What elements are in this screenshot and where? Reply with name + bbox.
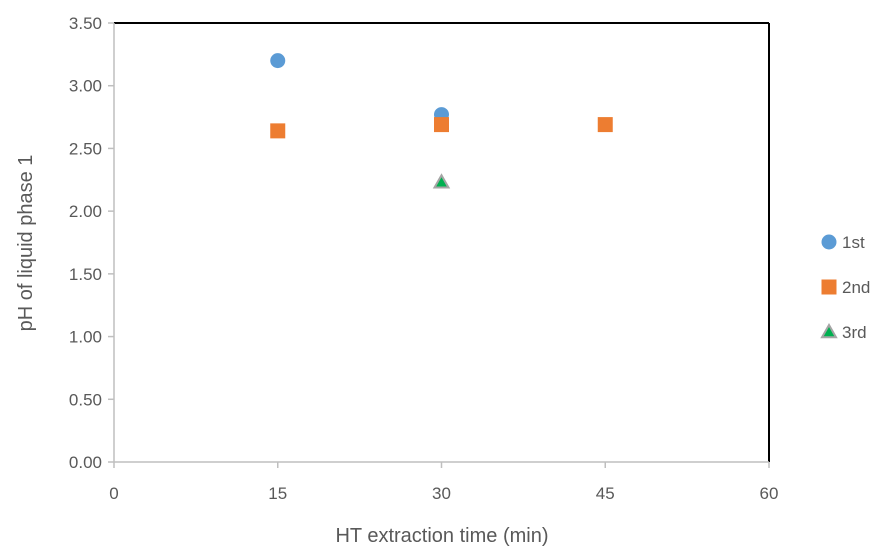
legend-marker-2nd	[821, 279, 837, 295]
legend-marker-3rd	[820, 322, 838, 339]
x-tick-label: 30	[432, 484, 451, 503]
x-tick-label: 60	[760, 484, 779, 503]
y-tick-label: 3.50	[69, 14, 102, 33]
legend-marker-1st	[821, 234, 837, 250]
y-tick-label: 3.00	[69, 77, 102, 96]
point-2nd	[434, 117, 449, 133]
y-tick-label: 2.50	[69, 139, 102, 158]
legend-label-2nd: 2nd	[842, 278, 870, 297]
x-tick-label: 15	[268, 484, 287, 503]
x-tick-label: 45	[596, 484, 615, 503]
y-tick-label: 1.50	[69, 265, 102, 284]
point-3rd	[432, 173, 451, 189]
y-axis-title: pH of liquid phase 1	[15, 155, 37, 332]
legend: 1st 2nd 3rd	[820, 233, 870, 342]
y-tick-label: 0.00	[69, 453, 102, 472]
data-points	[270, 53, 613, 189]
y-tick-label: 0.50	[69, 390, 102, 409]
plot-area	[113, 22, 770, 463]
y-tick-label: 2.00	[69, 202, 102, 221]
legend-label-3rd: 3rd	[842, 323, 867, 342]
y-tick-label: 1.00	[69, 328, 102, 347]
point-2nd	[597, 117, 613, 133]
x-tick-label: 0	[109, 484, 118, 503]
legend-label-1st: 1st	[842, 233, 865, 252]
x-axis-title: HT extraction time (min)	[335, 525, 548, 547]
y-axis-ticks: 0.00 0.50 1.00 1.50 2.00 2.50 3.00 3.50	[69, 14, 114, 472]
x-axis-ticks: 0 15 30 45 60	[109, 462, 778, 503]
point-2nd	[270, 123, 286, 139]
point-1st	[270, 53, 286, 69]
